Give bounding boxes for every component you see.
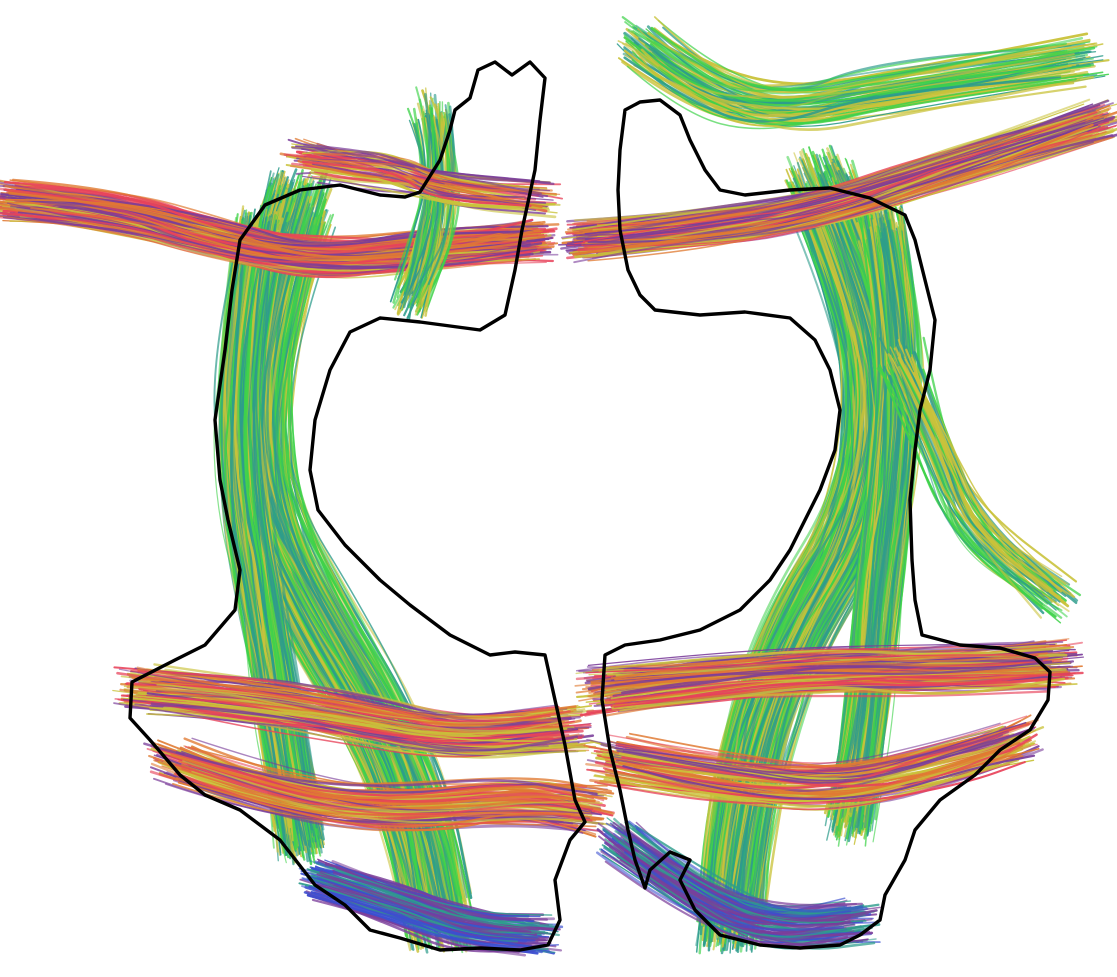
fiber-streamline (587, 643, 1056, 667)
fiber-streamline (0, 187, 522, 255)
fiber-streamline (831, 228, 887, 832)
fiber-streamline (328, 866, 553, 916)
fiber-streamline (627, 28, 1084, 92)
fiber-streamline (587, 660, 1053, 690)
fiber-streamline (316, 873, 532, 933)
fiber-streamline (131, 694, 570, 743)
fiber-streamline (894, 350, 1043, 595)
fiber-streamline (610, 661, 1071, 680)
fiber-streamline (332, 871, 549, 921)
fiber-streamline (184, 753, 606, 807)
fiber-streamline (308, 885, 535, 949)
fiber-streamline (609, 660, 1068, 698)
fiber-streamline (631, 827, 875, 915)
fiber-streamline (311, 158, 551, 192)
fiber-streamline (619, 823, 858, 909)
fiber-streamline (183, 737, 613, 793)
fiber-streamline (319, 871, 540, 931)
fiber-streamline (704, 155, 852, 902)
fiber-streamline (150, 702, 579, 752)
fiber-streamline (622, 838, 867, 924)
fiber-streamline (402, 123, 427, 309)
fiber-streamline (587, 136, 1112, 262)
fiber-streamline (170, 753, 596, 806)
fiber-streamline (118, 668, 559, 716)
fiber-streamline (190, 745, 615, 800)
fiber-streamline (653, 16, 1096, 94)
fiber-streamline (612, 661, 1072, 698)
fiber-streamline (572, 105, 1089, 240)
fiber-streamline (624, 21, 1068, 92)
fiber-streamline (127, 683, 560, 734)
fiber-streamline (573, 98, 1091, 222)
fiber-streamline (0, 206, 522, 261)
right-hemisphere-outline (600, 98, 1052, 950)
fiber-streamline (623, 56, 1062, 123)
fiber-streamline (130, 685, 557, 733)
fiber-streamline (910, 356, 1075, 598)
fiber-streamline (306, 868, 534, 925)
fiber-streamline (594, 734, 999, 790)
fiber-streamline (191, 770, 614, 826)
fiber-streamline (166, 775, 591, 817)
fiber-streamline (143, 742, 578, 793)
fiber-streamline (606, 715, 1028, 764)
fiber-streamline (582, 111, 1098, 243)
fiber-streamline (896, 359, 1057, 592)
fiber-streamline (637, 59, 1084, 118)
left-hemisphere (0, 86, 615, 957)
fiber-streamline (882, 371, 1053, 599)
fiber-streamline (176, 775, 603, 833)
fiber-streamline (585, 654, 1039, 674)
fiber-streamline (613, 674, 1074, 708)
right-hemisphere (557, 16, 1117, 955)
fiber-streamline (632, 29, 1081, 103)
fiber-streamline (612, 821, 863, 907)
fiber-streamline (611, 677, 1066, 710)
fiber-streamline (392, 123, 430, 309)
fiber-streamline (622, 754, 1036, 801)
fiber-streamline (894, 373, 1057, 611)
fiber-streamline (175, 777, 605, 827)
fiber-streamline (658, 66, 1104, 124)
fiber-streamline (303, 143, 551, 184)
fiber-streamline (625, 42, 1075, 99)
left-hemisphere-outline (128, 60, 587, 952)
fiber-streamline (609, 638, 1070, 668)
fiber-streamline (893, 347, 1063, 593)
fiber-streamline (616, 726, 1036, 784)
fiber-streamline (175, 763, 594, 816)
fiber-streamline (310, 168, 556, 208)
fiber-streamline (594, 762, 999, 803)
fiber-streamline (299, 158, 546, 195)
fiber-streamline (120, 698, 551, 742)
fiber-streamline (725, 153, 874, 901)
fiber-streamline (389, 118, 426, 303)
fiber-streamline (596, 851, 845, 932)
fiber-streamline (266, 206, 447, 931)
fiber-streamline (895, 341, 1067, 597)
fiber-streamline (316, 883, 549, 942)
fiber-streamline (173, 773, 603, 827)
fiber-streamline (182, 760, 603, 813)
fiber-streamline (287, 184, 463, 906)
fiber-streamline (301, 160, 532, 208)
fiber-streamline (156, 684, 585, 724)
fiber-streamline (572, 123, 1094, 256)
fiber-streamline (632, 837, 868, 918)
fiber-streamline (604, 860, 849, 946)
fiber-streamline (573, 141, 1094, 264)
fiber-streamline (316, 876, 538, 939)
fiber-streamline (602, 746, 1015, 805)
fiber-streamline (136, 666, 569, 723)
fiber-streamline (597, 118, 1114, 234)
fiber-streamline (618, 724, 1023, 773)
fiber-streamline (4, 185, 527, 251)
fiber-streamline (117, 698, 545, 758)
fiber-streamline (581, 131, 1107, 245)
fiber-streamline (618, 741, 1021, 796)
fiber-streamline (887, 353, 1054, 592)
